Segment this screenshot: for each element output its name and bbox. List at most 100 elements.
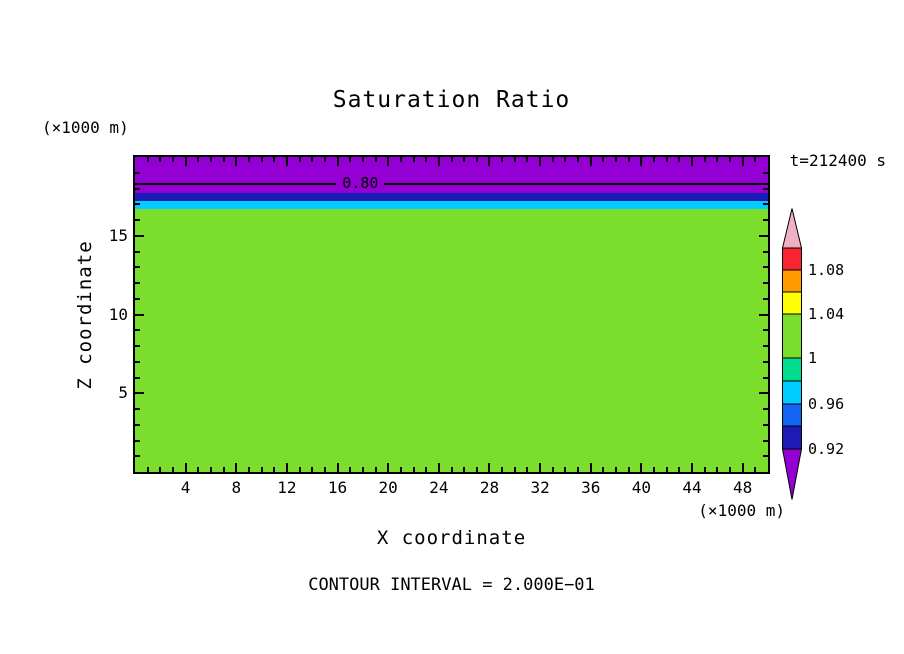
colorbar [781,208,803,500]
x-minor-tick [197,467,200,472]
y-minor-tick [135,203,140,206]
x-minor-tick [678,157,681,162]
x-minor-tick [146,467,149,472]
x-tick-label: 48 [733,478,753,497]
x-major-tick [285,463,288,472]
x-tick-label: 32 [530,478,550,497]
y-minor-tick [135,282,140,284]
x-minor-tick [627,157,630,162]
x-minor-tick [678,467,681,472]
x-minor-tick [463,467,466,472]
x-minor-tick [729,157,732,162]
x-axis-label: X coordinate [376,527,527,549]
y-minor-tick [763,329,768,332]
y-axis-unit-label: (×1000 m) [42,118,129,137]
x-minor-tick [209,467,212,472]
x-minor-tick [615,467,618,472]
x-major-tick [235,463,238,472]
x-minor-tick [197,157,200,162]
x-minor-tick [754,157,757,162]
x-minor-tick [323,467,326,472]
colorbar-segment-blue [782,403,802,427]
x-major-tick [691,157,694,166]
contour-band-purple [135,157,768,194]
y-minor-tick [763,360,768,363]
y-minor-tick [763,423,768,426]
x-major-tick [387,463,390,472]
colorbar-segment-cyan [782,380,802,405]
x-minor-tick [273,157,276,162]
colorbar-segment-green [782,313,802,359]
x-minor-tick [501,467,504,472]
x-major-tick [640,157,643,166]
timestamp-label: t=212400 s [789,151,886,170]
x-minor-tick [627,467,630,472]
y-minor-tick [135,329,140,332]
plot-title: Saturation Ratio [332,87,571,113]
x-minor-tick [564,467,567,472]
plot-area: 0.80 [133,155,770,474]
x-minor-tick [513,467,516,472]
x-major-tick [741,157,744,166]
x-minor-tick [615,157,618,162]
x-minor-tick [716,467,719,472]
x-major-tick [539,157,542,166]
x-minor-tick [602,467,605,472]
x-minor-tick [703,157,706,162]
x-minor-tick [564,157,567,162]
x-minor-tick [399,157,402,162]
x-minor-tick [703,467,706,472]
colorbar-segment-red [782,247,802,271]
colorbar-tick-label: 0.96 [808,395,845,413]
x-minor-tick [222,467,225,472]
x-major-tick [437,157,440,166]
contour-line-label: 0.80 [336,173,385,192]
x-minor-tick [260,157,263,162]
x-major-tick [539,463,542,472]
x-minor-tick [450,157,453,162]
y-major-tick [135,392,144,395]
x-minor-tick [577,157,580,162]
x-major-tick [387,157,390,166]
y-minor-tick [763,297,768,300]
contour-band-navy [135,193,768,202]
y-minor-tick [135,219,140,221]
x-major-tick [184,463,187,472]
y-tick-label: 5 [118,383,128,403]
x-major-tick [589,463,592,472]
x-minor-tick [526,157,529,162]
y-minor-tick [135,297,140,300]
x-minor-tick [463,157,466,162]
y-minor-tick [763,266,768,269]
x-minor-tick [247,467,250,472]
x-minor-tick [412,467,415,472]
x-minor-tick [425,157,428,162]
x-minor-tick [349,467,352,472]
x-major-tick [184,157,187,166]
y-major-tick [759,234,768,237]
x-minor-tick [665,467,668,472]
x-tick-label: 16 [327,478,348,497]
x-minor-tick [513,157,516,162]
y-minor-tick [135,345,140,347]
y-minor-tick [135,266,140,269]
y-tick-label: 15 [108,225,128,245]
x-minor-tick [653,467,656,472]
x-minor-tick [551,467,554,472]
x-minor-tick [577,467,580,472]
colorbar-tick-label: 1.08 [808,261,845,279]
colorbar-segment-orange [782,269,802,293]
contour-interval-label: CONTOUR INTERVAL = 2.000E−01 [308,575,595,595]
x-minor-tick [311,157,314,162]
y-minor-tick [763,219,768,221]
y-minor-tick [135,171,140,174]
x-minor-tick [209,157,212,162]
x-minor-tick [349,157,352,162]
x-minor-tick [298,467,301,472]
y-minor-tick [763,455,768,458]
x-tick-label: 28 [479,478,500,497]
y-minor-tick [763,408,768,410]
y-minor-tick [763,439,768,442]
x-minor-tick [551,157,554,162]
y-minor-tick [763,203,768,206]
